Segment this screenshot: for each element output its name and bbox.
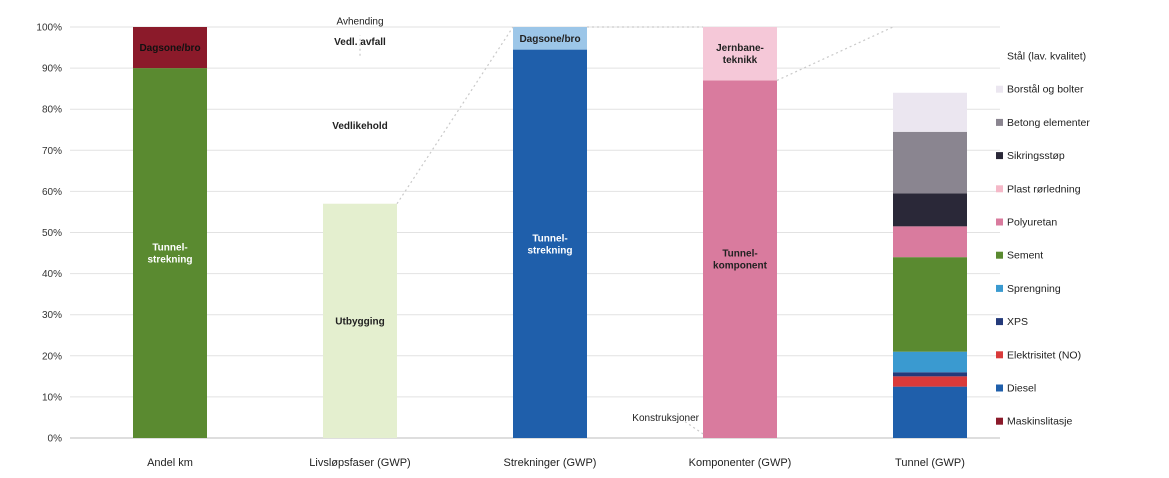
legend-label: Plast rørledning [1007, 183, 1081, 195]
y-tick-label: 20% [42, 351, 62, 362]
bar-segment [703, 27, 777, 81]
y-tick-label: 10% [42, 392, 62, 403]
legend-swatch [996, 218, 1003, 226]
segment-label: Tunnel-komponent [713, 249, 768, 272]
bar-segment [893, 376, 967, 387]
legend-swatch [996, 52, 1003, 60]
annotation-label: Avhending [336, 16, 383, 27]
annotation-label: Konstruksjoner [632, 413, 699, 424]
legend-label: Maskinslitasje [1007, 416, 1073, 428]
connector-line [396, 26, 514, 205]
legend-label: Polyuretan [1007, 217, 1057, 229]
legend-label: Elektrisitet (NO) [1007, 349, 1081, 361]
legend-swatch [996, 351, 1003, 359]
x-category-label: Strekninger (GWP) [504, 457, 597, 469]
annotations: Avhending Vedl. avfall Vedlikehold Konstruk… [332, 16, 699, 424]
legend-label: Sement [1007, 250, 1043, 262]
legend-swatch [996, 152, 1003, 160]
segment-label: Tunnel-strekning [527, 233, 572, 256]
legend: Stål (lav. kvalitet) Borstål og bolter Bet… [996, 51, 1090, 428]
bar-segment [893, 226, 967, 258]
y-tick-label: 0% [48, 434, 63, 445]
bar-segment [893, 386, 967, 438]
annotation-label: Vedlikehold [332, 121, 388, 132]
legend-label: Sikringsstøp [1007, 150, 1065, 162]
legend-swatch [996, 384, 1003, 392]
legend-swatch [996, 417, 1003, 425]
x-axis-labels: Andel km Livsløpsfaser (GWP) Strekninger (… [147, 457, 965, 469]
bar-segment [893, 257, 967, 352]
legend-label: Betong elementer [1007, 117, 1090, 129]
legend-swatch [996, 251, 1003, 259]
y-tick-label: 40% [42, 269, 62, 280]
bar-segment [893, 92, 967, 132]
bar-segment [893, 372, 967, 377]
segment-label: Tunnel-strekning [147, 243, 192, 266]
legend-label: Stål (lav. kvalitet) [1007, 51, 1086, 63]
legend-label: Diesel [1007, 383, 1036, 395]
bar-segment [893, 193, 967, 227]
y-tick-label: 70% [42, 146, 62, 157]
segment-label: Dagsone/bro [139, 43, 200, 54]
x-category-label: Livsløpsfaser (GWP) [309, 457, 410, 469]
legend-label: Borstål og bolter [1007, 84, 1084, 96]
y-tick-label: 50% [42, 228, 62, 239]
y-axis-ticks: 0% 10% 20% 30% 40% 50% 60% 70% 80% 90% 100% [36, 23, 62, 445]
y-tick-label: 100% [36, 23, 62, 34]
segment-labels: Tunnel-strekning Dagsone/bro Utbygging Tunn… [139, 34, 767, 328]
legend-label: Sprengning [1007, 283, 1061, 295]
bars [133, 27, 967, 439]
bar-segment [323, 203, 397, 438]
connector-lines [359, 26, 894, 435]
x-category-label: Andel km [147, 457, 193, 469]
bar-segment [893, 131, 967, 194]
y-tick-label: 90% [42, 64, 62, 75]
x-category-label: Komponenter (GWP) [689, 457, 792, 469]
bar-segment [513, 27, 587, 50]
bar-segment [893, 351, 967, 373]
connector-line [776, 26, 894, 81]
segment-label: Dagsone/bro [519, 34, 580, 45]
bar-segment [133, 27, 207, 69]
y-tick-label: 60% [42, 187, 62, 198]
legend-swatch [996, 118, 1003, 126]
segment-label: Jernbane-teknikk [716, 43, 764, 66]
legend-swatch [996, 318, 1003, 326]
bar-segment [513, 49, 587, 438]
legend-swatch [996, 185, 1003, 193]
annotation-label: Vedl. avfall [334, 37, 386, 48]
legend-swatch [996, 284, 1003, 292]
segment-label: Utbygging [335, 316, 384, 327]
legend-label: XPS [1007, 316, 1028, 328]
connector-line [684, 421, 704, 435]
legend-swatch [996, 85, 1003, 93]
y-tick-label: 30% [42, 310, 62, 321]
bar-segment [133, 68, 207, 438]
x-category-label: Tunnel (GWP) [895, 457, 965, 469]
y-tick-label: 80% [42, 105, 62, 116]
bar-segment [703, 80, 777, 439]
